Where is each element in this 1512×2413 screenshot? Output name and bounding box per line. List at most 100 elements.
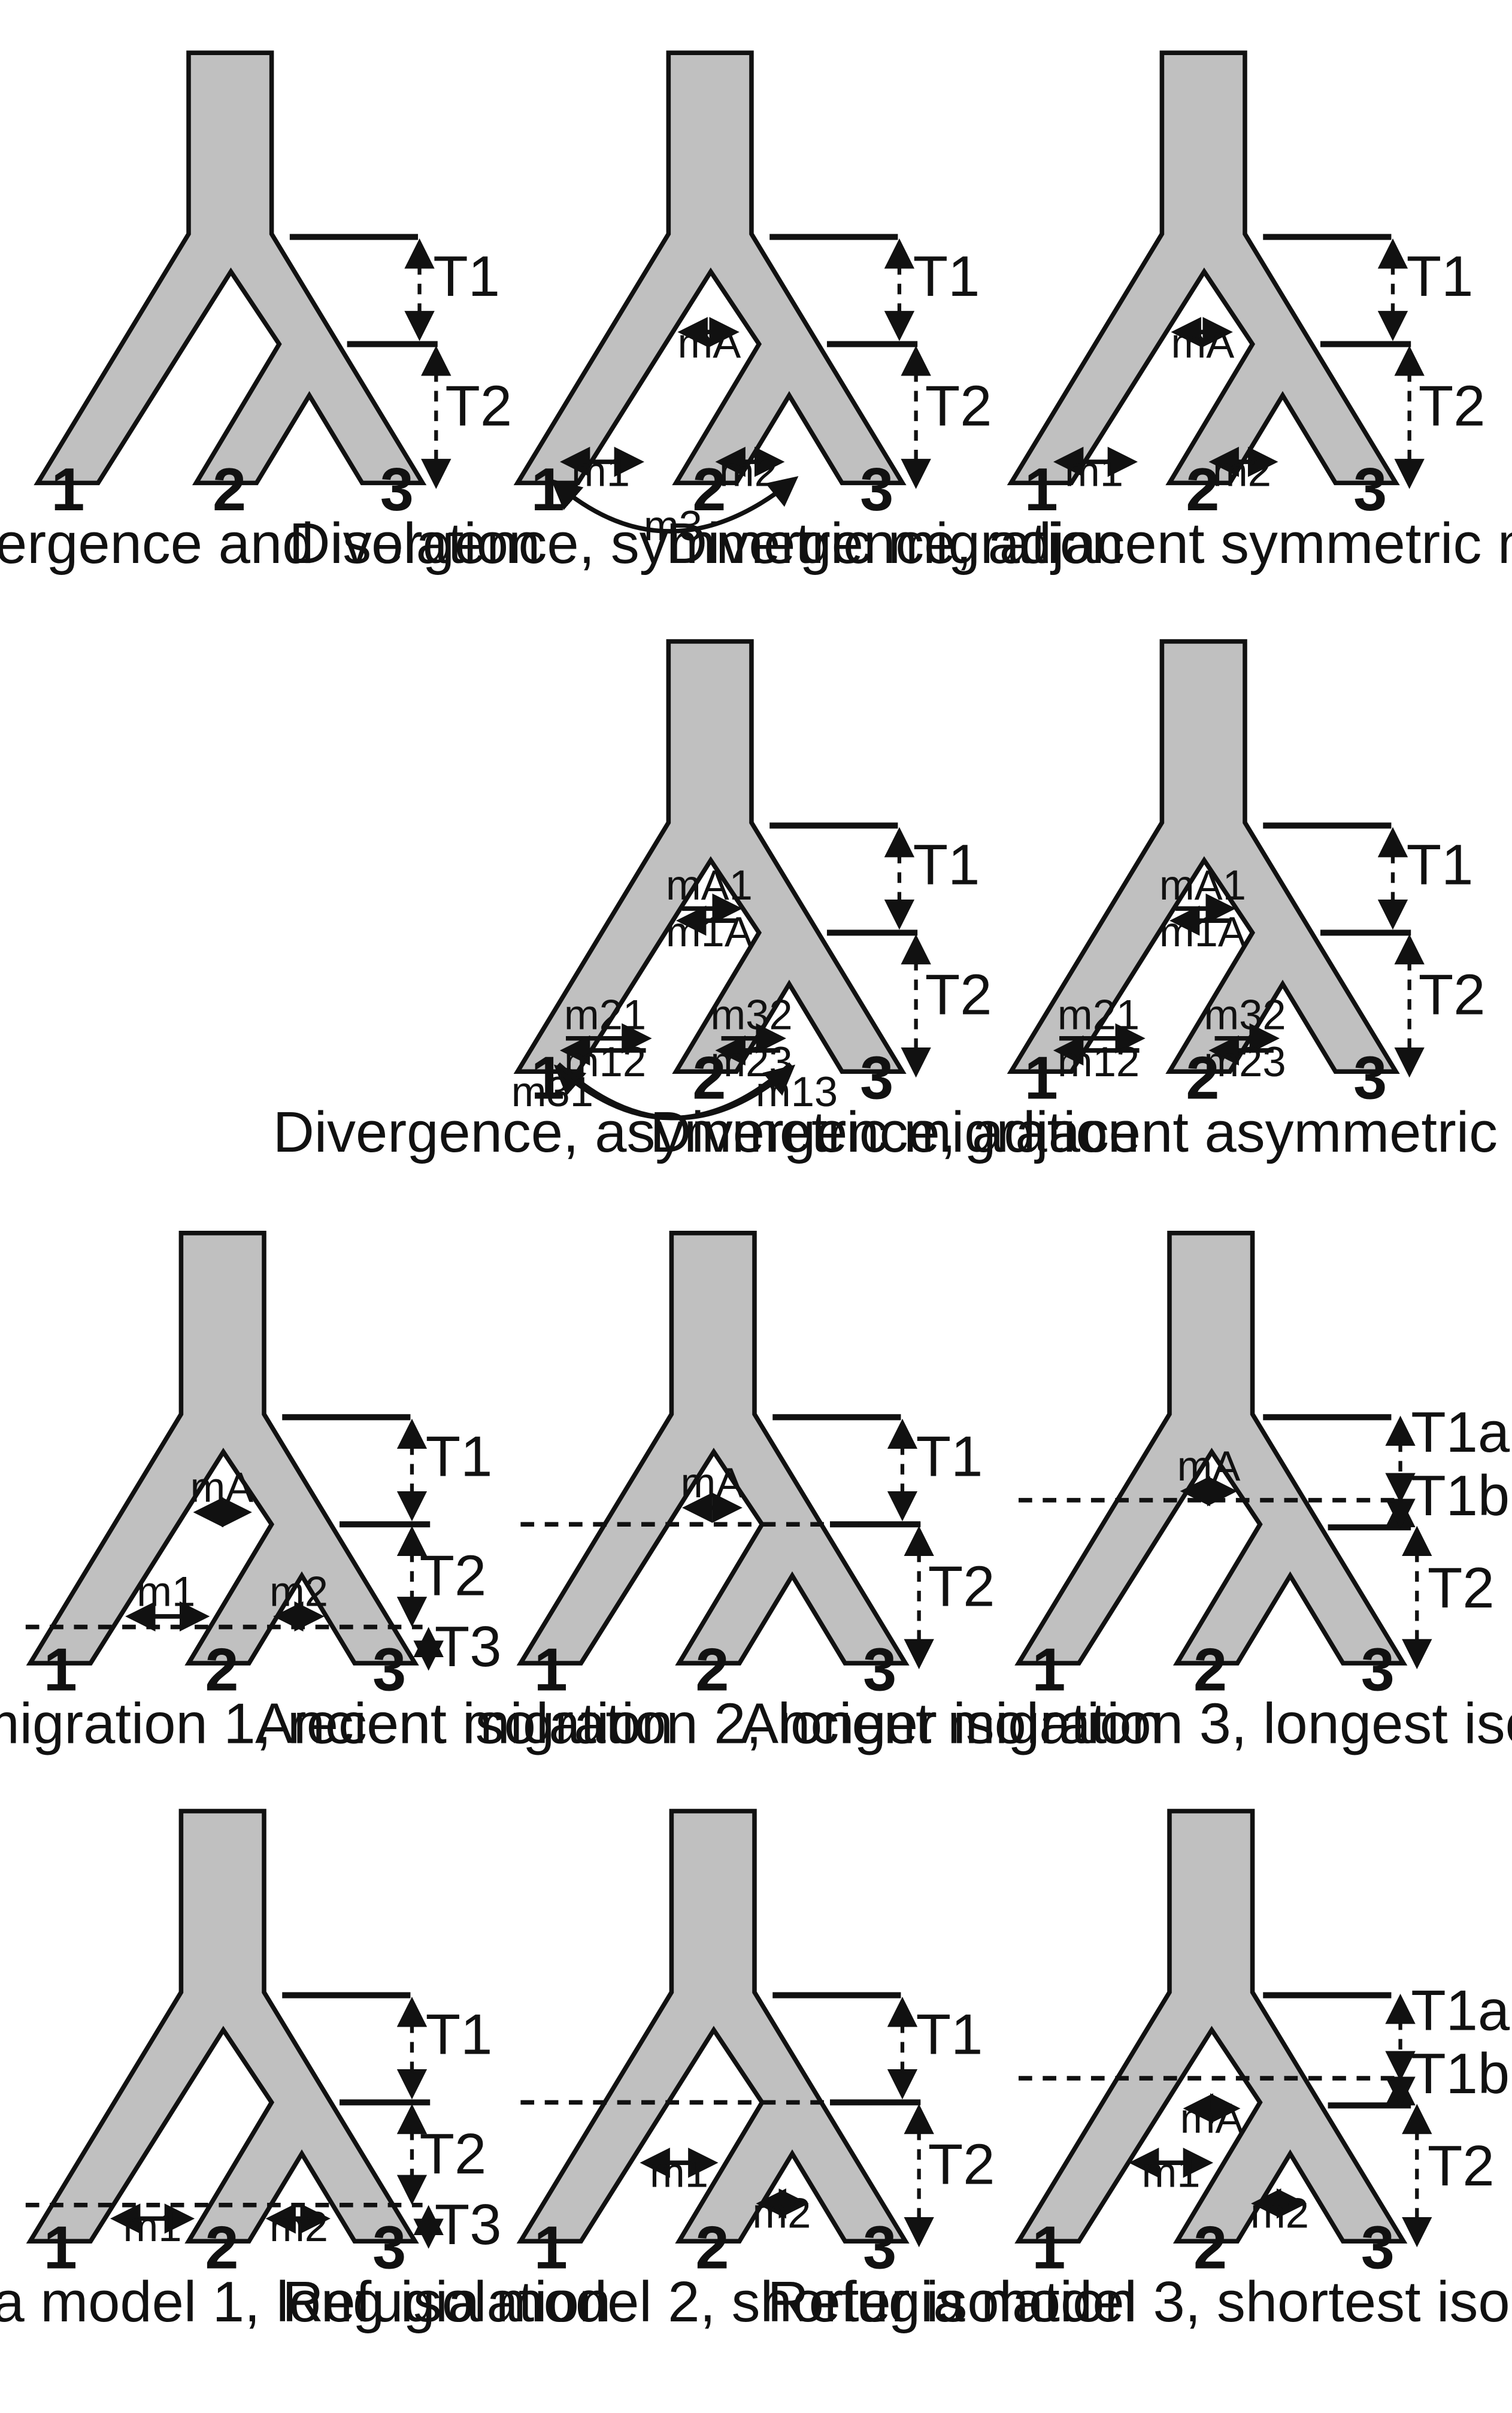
time-label-t3: T3 [435,2193,502,2257]
population-label-3: 3 [372,2215,406,2282]
population-label-3: 3 [863,2215,896,2282]
migration-label-m1a: m1A [1159,908,1246,955]
population-label-3: 3 [860,1045,893,1112]
time-label-t1b: T1b [1411,2042,1510,2106]
time-label-t1: T1 [916,2003,983,2067]
time-label-t2: T2 [420,1544,487,1608]
time-label-t1a: T1a [1411,1400,1510,1464]
panel-caption: Refugia model 3, shortest isolation [768,2270,1512,2334]
population-label-3: 3 [860,456,893,523]
population-label-1: 1 [44,2215,77,2282]
population-label-2: 2 [205,2215,238,2282]
tree-shape [34,50,427,486]
panel-caption: Divergence and isolation [0,511,540,576]
migration-label-m3: m3 [644,502,702,549]
migration-label-ma: mA [1177,1442,1241,1489]
migration-label-ma: mA [681,1459,744,1506]
time-label-t2: T2 [445,374,512,438]
population-label-3: 3 [1353,456,1387,523]
time-label-t2: T2 [928,1554,995,1618]
migration-label-m1: m1 [137,1567,195,1615]
panel-caption: Divergence, symmetric migration [289,511,1123,576]
time-label-t2: T2 [1419,374,1486,438]
population-label-3: 3 [1353,1045,1387,1112]
population-label-3: 3 [372,1636,406,1703]
time-label-t2: T2 [1419,962,1486,1027]
migration-label-m2: m2 [269,2203,328,2250]
migration-label-m1: m1 [123,2203,182,2250]
population-label-2: 2 [213,456,246,523]
population-label-1: 1 [44,1636,77,1703]
time-label-t2: T2 [928,2132,995,2196]
panel-caption: Divergence, adjacent symmetric migration [666,511,1512,576]
time-label-t1: T1 [426,2003,493,2067]
time-label-t1: T1 [913,244,980,308]
migration-label-m1: m1 [1142,2148,1201,2196]
population-label-1: 1 [534,1636,568,1703]
tree-shape [516,1231,910,1666]
migration-label-m32: m32 [1204,991,1286,1039]
time-label-t2: T2 [1428,2134,1495,2198]
panel-caption: Ancient migration 1, recent isolation [0,1692,673,1756]
tree-shape [513,639,907,1074]
tree-shape [26,1809,419,2244]
time-label-t1: T1 [1407,244,1474,308]
migration-label-m1: m1 [650,2148,708,2196]
tree-shape [1014,1231,1408,1666]
tree-shape [1014,1809,1408,2244]
panel-caption: Ancient migration 2, longer isolation [255,1692,1163,1756]
time-label-t3: T3 [435,1615,502,1679]
migration-label-m12: m12 [1058,1038,1140,1085]
panel-caption: Ancient migration 3, longest isolation [740,1692,1512,1756]
population-label-3: 3 [1361,2215,1395,2282]
tree-shape [1007,639,1400,1074]
time-label-t2: T2 [420,2122,487,2186]
population-label-2: 2 [695,1636,729,1703]
migration-label-m2: m2 [269,1567,328,1615]
migration-arrow-m13 [556,1062,796,1121]
migration-label-m2: m2 [719,447,778,495]
time-label-t2: T2 [925,962,992,1027]
migration-label-ma: mA [1180,2094,1244,2142]
time-label-t1a: T1a [1411,1978,1510,2042]
migration-label-ma: mA [677,319,741,367]
population-label-1: 1 [1032,2215,1065,2282]
migration-label-m23: m23 [1204,1038,1286,1085]
time-label-t1: T1 [426,1425,493,1489]
tree-shape [513,50,907,486]
migration-label-m1: m1 [571,447,630,495]
population-label-3: 3 [380,456,414,523]
population-label-3: 3 [1361,1636,1395,1703]
population-label-2: 2 [1193,2215,1227,2282]
time-label-t2: T2 [1428,1556,1495,1620]
time-label-t1b: T1b [1411,1464,1510,1528]
migration-label-ma1: mA1 [666,861,753,909]
migration-arrow-m3 [550,476,799,534]
time-label-t1: T1 [433,244,500,308]
panel-caption: Divergence, asymmetric migration [273,1100,1140,1164]
time-label-t2: T2 [925,374,992,438]
migration-label-m21: m21 [1058,991,1140,1039]
population-label-1: 1 [1025,456,1058,523]
migration-label-ma: mA [190,1463,254,1510]
migration-label-m1: m1 [1065,447,1123,495]
panel-caption: Refugia model 2, shorter isolation [282,2270,1136,2334]
panel-caption: Divergence, adjacent asymmetric migratio… [650,1100,1512,1164]
migration-label-m32: m32 [710,991,792,1039]
time-label-t1: T1 [913,833,980,897]
migration-label-m21: m21 [564,991,646,1039]
migration-label-ma: mA [1171,319,1235,367]
time-label-t1: T1 [916,1425,983,1489]
panel-caption: Refugia model 1, long isolation [0,2270,611,2334]
migration-label-m1a: m1A [666,908,753,955]
tree-shape [1007,50,1400,486]
